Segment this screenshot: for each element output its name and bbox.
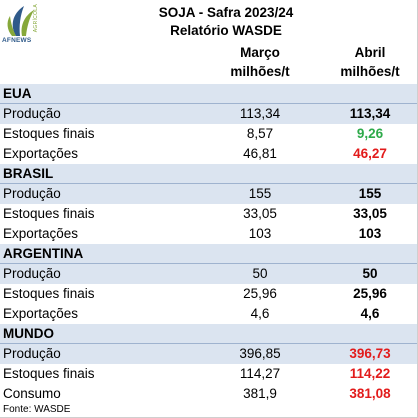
- afnews-logo: [2, 2, 46, 46]
- logo-text: AFNEWS: [2, 37, 32, 44]
- value-abril: 46,27: [353, 146, 387, 161]
- table-row: Estoques finais 25,96 25,96: [0, 284, 417, 304]
- row-label: Estoques finais: [3, 126, 95, 141]
- column-header-abril-unit: milhões/t: [340, 64, 400, 79]
- section-name: EUA: [3, 86, 32, 101]
- section-name: MUNDO: [3, 326, 54, 341]
- column-header-marco-month: Março: [240, 45, 280, 60]
- value-abril: 381,08: [349, 386, 391, 401]
- value-abril: 9,26: [356, 126, 384, 141]
- table-row: Produção 155 155: [0, 184, 417, 204]
- value-abril: 33,05: [353, 206, 387, 221]
- table-row: Produção 50 50: [0, 264, 417, 284]
- value-marco: 103: [248, 226, 272, 241]
- section-header: ARGENTINA: [0, 244, 417, 264]
- value-abril: 103: [358, 226, 382, 241]
- value-marco: 155: [248, 186, 272, 201]
- report-title: SOJA - Safra 2023/24: [158, 5, 294, 20]
- section-header: BRASIL: [0, 164, 417, 184]
- column-header-marco-unit: milhões/t: [230, 64, 290, 79]
- table-row: Exportações 103 103: [0, 224, 417, 244]
- row-label: Exportações: [3, 306, 79, 321]
- column-header-abril: Abril milhões/t: [320, 43, 418, 81]
- row-label: Exportações: [3, 146, 79, 161]
- value-marco: 46,81: [243, 146, 277, 161]
- value-marco: 396,85: [239, 346, 281, 361]
- row-label: Estoques finais: [3, 286, 95, 301]
- value-abril: 396,73: [349, 346, 391, 361]
- table-row: Exportações 4,6 4,6: [0, 304, 417, 324]
- table-row: Estoques finais 33,05 33,05: [0, 204, 417, 224]
- table-row: Consumo 381,9 381,08: [0, 384, 417, 404]
- table-row: Estoques finais 114,27 114,22: [0, 364, 417, 384]
- section-name: BRASIL: [3, 166, 54, 181]
- value-marco: 4,6: [250, 306, 270, 321]
- section-header: MUNDO: [0, 324, 417, 344]
- row-label: Produção: [3, 346, 61, 361]
- row-label: Consumo: [3, 386, 61, 401]
- logo-side-text: AGRÍCOLA: [33, 4, 39, 33]
- value-marco: 381,9: [243, 386, 277, 401]
- column-header-abril-month: Abril: [354, 45, 386, 60]
- row-label: Produção: [3, 186, 61, 201]
- section-divider: [0, 343, 417, 344]
- section-divider: [0, 103, 417, 104]
- row-label: Exportações: [3, 226, 79, 241]
- value-abril: 155: [358, 186, 382, 201]
- table-row: Exportações 46,81 46,27: [0, 144, 417, 164]
- value-abril: 113,34: [349, 106, 391, 121]
- value-abril: 114,22: [349, 366, 391, 381]
- source-footer: Fonte: WASDE: [3, 404, 71, 415]
- row-label: Estoques finais: [3, 366, 95, 381]
- value-abril: 4,6: [360, 306, 380, 321]
- value-marco: 25,96: [243, 286, 277, 301]
- section-divider: [0, 263, 417, 264]
- column-header-marco: Março milhões/t: [210, 43, 310, 81]
- table-row: Produção 113,34 113,34: [0, 104, 417, 124]
- row-label: Estoques finais: [3, 206, 95, 221]
- row-label: Produção: [3, 106, 61, 121]
- value-marco: 113,34: [239, 106, 281, 121]
- wheat-leaves-icon: [7, 6, 34, 36]
- row-label: Produção: [3, 266, 61, 281]
- section-divider: [0, 183, 417, 184]
- value-abril: 25,96: [353, 286, 387, 301]
- report-subtitle: Relatório WASDE: [170, 23, 282, 38]
- section-name: ARGENTINA: [3, 246, 84, 261]
- value-marco: 33,05: [243, 206, 277, 221]
- table-row: Estoques finais 8,57 9,26: [0, 124, 417, 144]
- table-row: Produção 396,85 396,73: [0, 344, 417, 364]
- value-abril: 50: [362, 266, 378, 281]
- value-marco: 114,27: [239, 366, 281, 381]
- section-header: EUA: [0, 84, 417, 104]
- value-marco: 50: [252, 266, 268, 281]
- value-marco: 8,57: [246, 126, 274, 141]
